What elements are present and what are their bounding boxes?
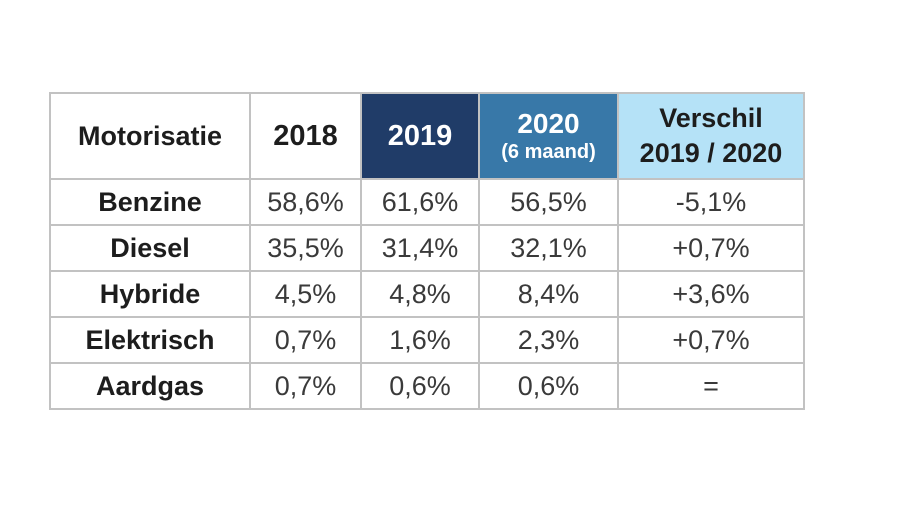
row-label: Aardgas — [49, 362, 251, 410]
cell-elektrisch-2020: 2,3% — [478, 316, 619, 364]
cell-benzine-verschil: -5,1% — [617, 178, 805, 226]
header-verschil: Verschil 2019 / 2020 — [617, 92, 805, 180]
header-2020-subtitle: (6 maand) — [501, 140, 596, 163]
header-verschil-line1: Verschil — [659, 103, 763, 133]
table-row-benzine: Benzine 58,6% 61,6% 56,5% -5,1% — [49, 178, 805, 226]
cell-diesel-2018: 35,5% — [249, 224, 362, 272]
table-row-elektrisch: Elektrisch 0,7% 1,6% 2,3% +0,7% — [49, 316, 805, 364]
cell-benzine-2020: 56,5% — [478, 178, 619, 226]
cell-aardgas-2020: 0,6% — [478, 362, 619, 410]
cell-aardgas-2018: 0,7% — [249, 362, 362, 410]
cell-hybride-2018: 4,5% — [249, 270, 362, 318]
table-row-diesel: Diesel 35,5% 31,4% 32,1% +0,7% — [49, 224, 805, 272]
table-header-row: Motorisatie 2018 2019 2020 (6 maand) Ver… — [49, 92, 805, 180]
cell-diesel-2020: 32,1% — [478, 224, 619, 272]
header-motorisatie: Motorisatie — [49, 92, 251, 180]
cell-hybride-2020: 8,4% — [478, 270, 619, 318]
cell-diesel-verschil: +0,7% — [617, 224, 805, 272]
motorisatie-table: Motorisatie 2018 2019 2020 (6 maand) Ver… — [49, 92, 805, 410]
cell-diesel-2019: 31,4% — [360, 224, 480, 272]
cell-aardgas-verschil: = — [617, 362, 805, 410]
table-row-aardgas: Aardgas 0,7% 0,6% 0,6% = — [49, 362, 805, 410]
cell-elektrisch-2018: 0,7% — [249, 316, 362, 364]
cell-aardgas-2019: 0,6% — [360, 362, 480, 410]
cell-hybride-verschil: +3,6% — [617, 270, 805, 318]
header-verschil-line2: 2019 / 2020 — [639, 138, 783, 168]
cell-benzine-2019: 61,6% — [360, 178, 480, 226]
row-label: Elektrisch — [49, 316, 251, 364]
cell-elektrisch-2019: 1,6% — [360, 316, 480, 364]
header-2020: 2020 (6 maand) — [478, 92, 619, 180]
row-label: Hybride — [49, 270, 251, 318]
table-row-hybride: Hybride 4,5% 4,8% 8,4% +3,6% — [49, 270, 805, 318]
header-2019: 2019 — [360, 92, 480, 180]
row-label: Benzine — [49, 178, 251, 226]
header-2018: 2018 — [249, 92, 362, 180]
row-label: Diesel — [49, 224, 251, 272]
cell-hybride-2019: 4,8% — [360, 270, 480, 318]
cell-benzine-2018: 58,6% — [249, 178, 362, 226]
cell-elektrisch-verschil: +0,7% — [617, 316, 805, 364]
header-2020-year: 2020 — [517, 107, 580, 139]
